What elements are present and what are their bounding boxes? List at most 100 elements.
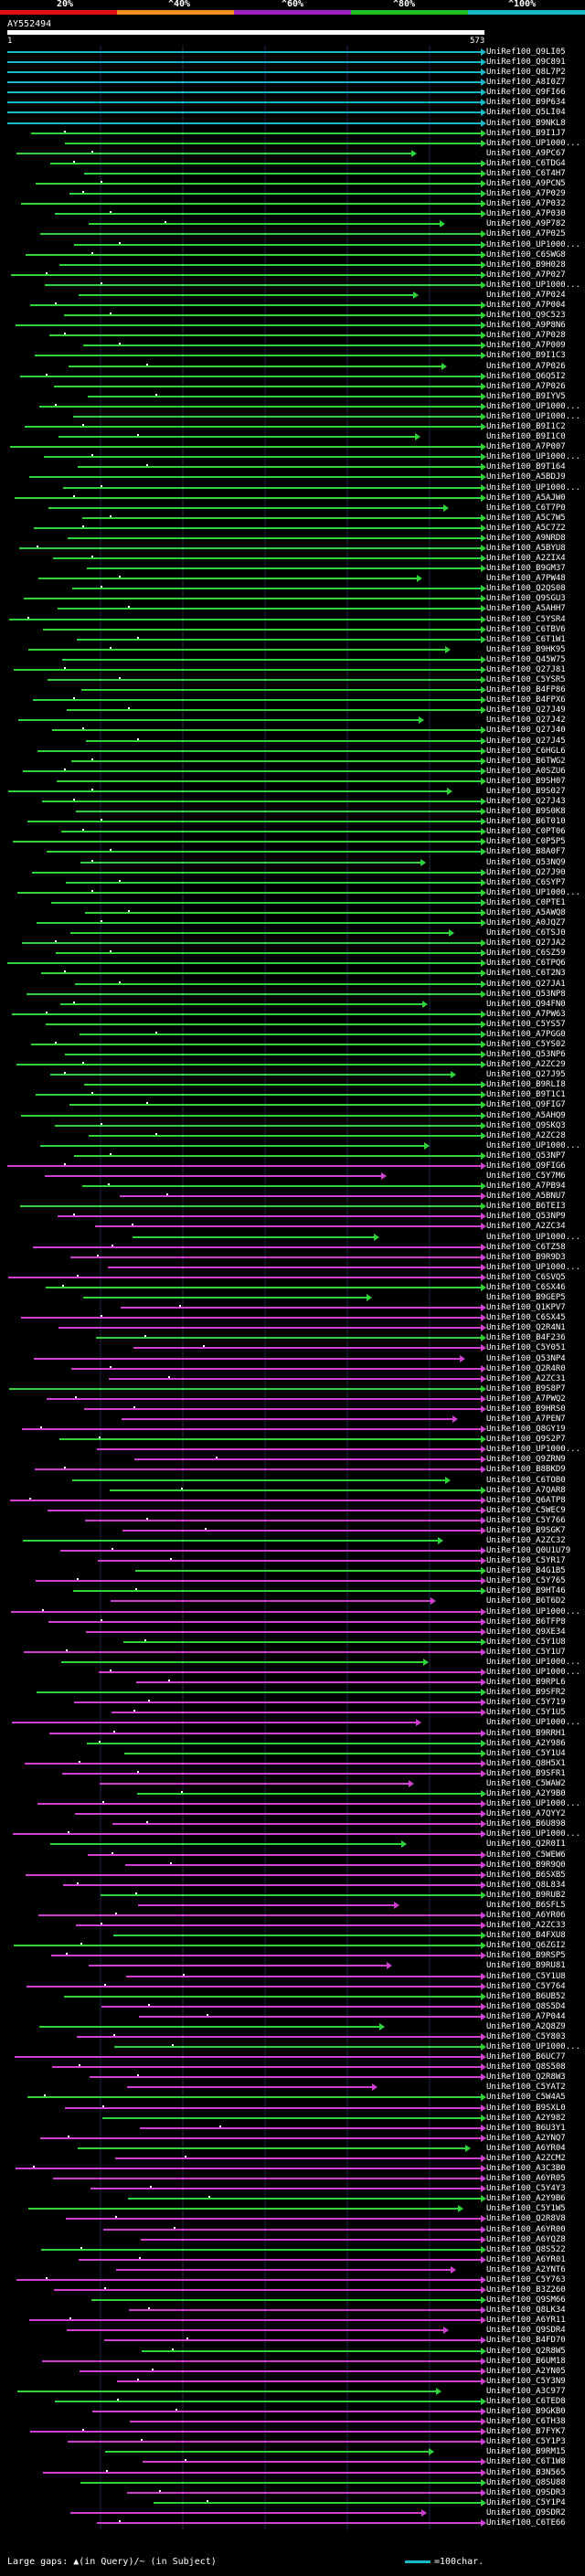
hit-label[interactable]: UniRef100_Q9C891 — [486, 58, 566, 68]
hit-label[interactable]: UniRef100_B6UC77 — [486, 2052, 566, 2062]
hit-label[interactable]: UniRef100_A2ZC31 — [486, 1373, 566, 1383]
hit-row[interactable]: UniRef100_Q9SDR4 — [0, 2326, 585, 2335]
hit-label[interactable]: UniRef100_B9RLI8 — [486, 1080, 566, 1090]
hit-row[interactable]: UniRef100_B6UB52 — [0, 1992, 585, 2001]
hit-label[interactable]: UniRef100_A9P8N6 — [486, 321, 566, 331]
hit-row[interactable]: UniRef100_Q2R8W5 — [0, 2347, 585, 2356]
hit-row[interactable]: UniRef100_C6TDG4 — [0, 159, 585, 168]
hit-row[interactable]: UniRef100_A7P027 — [0, 270, 585, 280]
hit-label[interactable]: UniRef100_C5YS02 — [486, 1040, 566, 1049]
hit-label[interactable]: UniRef100_B9S0K8 — [486, 807, 566, 817]
hit-row[interactable]: UniRef100_A2ZC31 — [0, 1374, 585, 1383]
hit-label[interactable]: UniRef100_A6YR00 — [486, 2224, 566, 2234]
hit-row[interactable]: UniRef100_B9I1C0 — [0, 432, 585, 441]
hit-row[interactable]: UniRef100_A3C977 — [0, 2387, 585, 2396]
hit-label[interactable]: UniRef100_C5Y719 — [486, 1698, 566, 1708]
hit-row[interactable]: UniRef100_Q9ZRN9 — [0, 1455, 585, 1464]
hit-label[interactable]: UniRef100_A2ZC33 — [486, 1921, 566, 1931]
hit-label[interactable]: UniRef100_C6TDG4 — [486, 158, 566, 168]
hit-label[interactable]: UniRef100_Q2R0I1 — [486, 1839, 566, 1850]
hit-row[interactable]: UniRef100_C5WEW6 — [0, 1850, 585, 1860]
hit-row[interactable]: UniRef100_UP1000... — [0, 2042, 585, 2051]
hit-row[interactable]: UniRef100_C5Y763 — [0, 2275, 585, 2284]
hit-row[interactable]: UniRef100_A2ZC33 — [0, 1921, 585, 1930]
hit-label[interactable]: UniRef100_UP1000... — [486, 2042, 580, 2052]
hit-label[interactable]: UniRef100_A7P024 — [486, 290, 566, 300]
hit-label[interactable]: UniRef100_C5Y1P3 — [486, 2437, 566, 2447]
hit-label[interactable]: UniRef100_B4FPX6 — [486, 695, 566, 705]
hit-row[interactable]: UniRef100_Q9C523 — [0, 311, 585, 320]
hit-row[interactable]: UniRef100_A3C3B0 — [0, 2164, 585, 2173]
hit-row[interactable]: UniRef100_C6SWG8 — [0, 250, 585, 260]
hit-row[interactable]: UniRef100_C5W4A5 — [0, 2093, 585, 2102]
hit-label[interactable]: UniRef100_B9SFR1 — [486, 1768, 566, 1778]
hit-label[interactable]: UniRef100_A0JQZ7 — [486, 918, 566, 928]
hit-label[interactable]: UniRef100_C6T1W8 — [486, 2457, 566, 2467]
hit-row[interactable]: UniRef100_C5Y1U5 — [0, 1708, 585, 1717]
hit-label[interactable]: UniRef100_Q0U1U79 — [486, 1546, 571, 1556]
hit-row[interactable]: UniRef100_C0P5P5 — [0, 837, 585, 846]
hit-row[interactable]: UniRef100_B9RPL6 — [0, 1678, 585, 1687]
hit-row[interactable]: UniRef100_C5Y765 — [0, 1576, 585, 1585]
hit-label[interactable]: UniRef100_C6T4H7 — [486, 168, 566, 178]
hit-row[interactable]: UniRef100_Q53NQ9 — [0, 858, 585, 867]
hit-label[interactable]: UniRef100_C0P5P5 — [486, 837, 566, 847]
hit-row[interactable]: UniRef100_A2Y986 — [0, 1739, 585, 1748]
hit-row[interactable]: UniRef100_A7PW63 — [0, 1010, 585, 1019]
hit-row[interactable]: UniRef100_C5Y1U7 — [0, 1648, 585, 1657]
hit-row[interactable]: UniRef100_UP1000... — [0, 1263, 585, 1272]
hit-row[interactable]: UniRef100_C5Y3N9 — [0, 2377, 585, 2386]
hit-label[interactable]: UniRef100_A3C3B0 — [486, 2164, 566, 2174]
hit-label[interactable]: UniRef100_C6TPQ6 — [486, 959, 566, 969]
hit-row[interactable]: UniRef100_B6UM18 — [0, 2357, 585, 2366]
hit-label[interactable]: UniRef100_A6YR04 — [486, 2143, 566, 2153]
hit-label[interactable]: UniRef100_Q6Q5I2 — [486, 371, 566, 381]
hit-row[interactable]: UniRef100_Q27J95 — [0, 1070, 585, 1079]
hit-label[interactable]: UniRef100_Q2R4N1 — [486, 1323, 566, 1333]
hit-label[interactable]: UniRef100_C6SX45 — [486, 1313, 566, 1323]
hit-label[interactable]: UniRef100_A5BNU7 — [486, 1192, 566, 1202]
hit-label[interactable]: UniRef100_C6SWG8 — [486, 249, 566, 260]
hit-label[interactable]: UniRef100_UP1000... — [486, 1657, 580, 1667]
hit-row[interactable]: UniRef100_C0PTE1 — [0, 898, 585, 907]
hit-row[interactable]: UniRef100_Q53NP4 — [0, 1354, 585, 1363]
hit-label[interactable]: UniRef100_C5WEW6 — [486, 1850, 566, 1860]
hit-row[interactable]: UniRef100_C6TBV6 — [0, 625, 585, 634]
hit-label[interactable]: UniRef100_B6T010 — [486, 817, 566, 827]
hit-row[interactable]: UniRef100_B4FP86 — [0, 685, 585, 694]
hit-label[interactable]: UniRef100_UP1000... — [486, 1606, 580, 1617]
hit-label[interactable]: UniRef100_A5AJW0 — [486, 493, 566, 503]
hit-row[interactable]: UniRef100_B9HRS0 — [0, 1405, 585, 1414]
hit-label[interactable]: UniRef100_C6TSJ0 — [486, 928, 566, 938]
hit-label[interactable]: UniRef100_Q9SKQ3 — [486, 1120, 566, 1130]
hit-label[interactable]: UniRef100_B9S8P7 — [486, 1383, 566, 1394]
hit-label[interactable]: UniRef100_C5Y803 — [486, 2032, 566, 2041]
hit-label[interactable]: UniRef100_UP1000... — [486, 887, 580, 897]
hit-label[interactable]: UniRef100_Q27J81 — [486, 664, 566, 674]
hit-row[interactable]: UniRef100_B9SGK7 — [0, 1526, 585, 1535]
hit-label[interactable]: UniRef100_Q9SM66 — [486, 2295, 566, 2306]
hit-row[interactable]: UniRef100_UP1000... — [0, 402, 585, 411]
hit-row[interactable]: UniRef100_A6YR06 — [0, 1911, 585, 1920]
hit-label[interactable]: UniRef100_A5AHH7 — [486, 604, 566, 614]
hit-row[interactable]: UniRef100_A2YNT6 — [0, 2265, 585, 2274]
hit-row[interactable]: UniRef100_Q8L7P2 — [0, 68, 585, 77]
hit-label[interactable]: UniRef100_C6TOB0 — [486, 1475, 566, 1485]
hit-row[interactable]: UniRef100_B6TFP8 — [0, 1617, 585, 1627]
hit-label[interactable]: UniRef100_B6UB52 — [486, 1991, 566, 2001]
hit-label[interactable]: UniRef100_C5Y1U8 — [486, 1637, 566, 1647]
hit-label[interactable]: UniRef100_Q9FI66 — [486, 88, 566, 98]
hit-label[interactable]: UniRef100_A5C7W5 — [486, 513, 566, 523]
hit-row[interactable]: UniRef100_Q9FI66 — [0, 88, 585, 97]
hit-label[interactable]: UniRef100_A9PCN5 — [486, 179, 566, 189]
hit-row[interactable]: UniRef100_C6T1W1 — [0, 635, 585, 644]
hit-row[interactable]: UniRef100_C5WAW2 — [0, 1779, 585, 1788]
hit-label[interactable]: UniRef100_A2ZC34 — [486, 1222, 566, 1232]
hit-row[interactable]: UniRef100_UP1000... — [0, 1233, 585, 1242]
hit-row[interactable]: UniRef100_C5Y1U8 — [0, 1972, 585, 1981]
hit-row[interactable]: UniRef100_UP1000... — [0, 1718, 585, 1727]
hit-label[interactable]: UniRef100_B4G1B5 — [486, 1566, 566, 1576]
hit-row[interactable]: UniRef100_B6U3Y1 — [0, 2124, 585, 2133]
hit-row[interactable]: UniRef100_UP1000... — [0, 240, 585, 249]
hit-row[interactable]: UniRef100_A7PEN7 — [0, 1415, 585, 1424]
